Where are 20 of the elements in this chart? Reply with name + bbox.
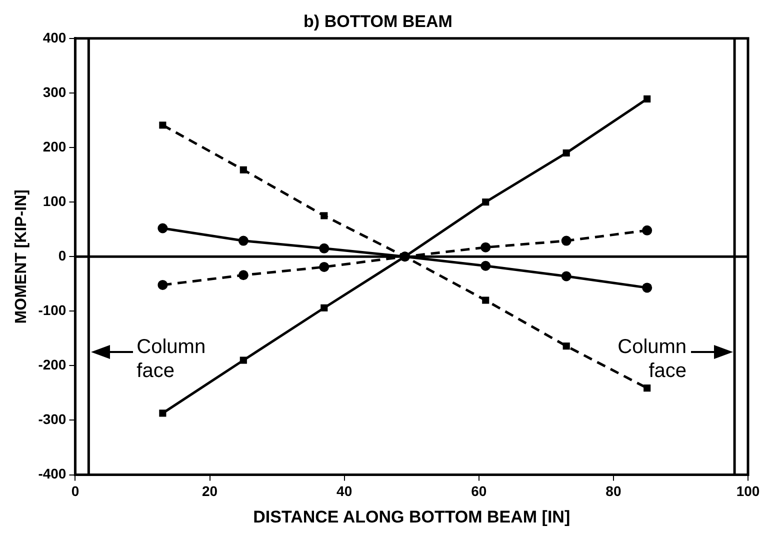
x-tick-label: 100 <box>736 483 760 500</box>
x-tick-label: 20 <box>202 483 218 500</box>
y-tick-label: 400 <box>42 29 66 46</box>
ref-line-label: Column face <box>618 336 687 382</box>
ref-line-label: Column face <box>136 336 206 382</box>
x-tick-label: 80 <box>606 483 622 500</box>
y-tick-label: -100 <box>38 302 66 318</box>
x-axis-title: DISTANCE ALONG BOTTOM BEAM [IN] <box>253 507 570 526</box>
y-tick-label: -400 <box>38 466 66 482</box>
y-tick-label: -300 <box>38 411 66 428</box>
x-tick-label: 60 <box>471 483 487 500</box>
y-tick-label: 200 <box>42 138 66 154</box>
y-axis-title: MOMENT [KIP-IN] <box>13 190 30 324</box>
x-tick-label: 40 <box>336 483 352 500</box>
y-tick-label: 100 <box>42 192 66 209</box>
x-tick-label: 0 <box>71 483 80 500</box>
y-tick-label: 300 <box>42 84 66 100</box>
chart-title: b) BOTTOM BEAM <box>304 12 452 31</box>
y-tick-label: 0 <box>58 247 66 264</box>
y-tick-label: -200 <box>38 356 66 373</box>
